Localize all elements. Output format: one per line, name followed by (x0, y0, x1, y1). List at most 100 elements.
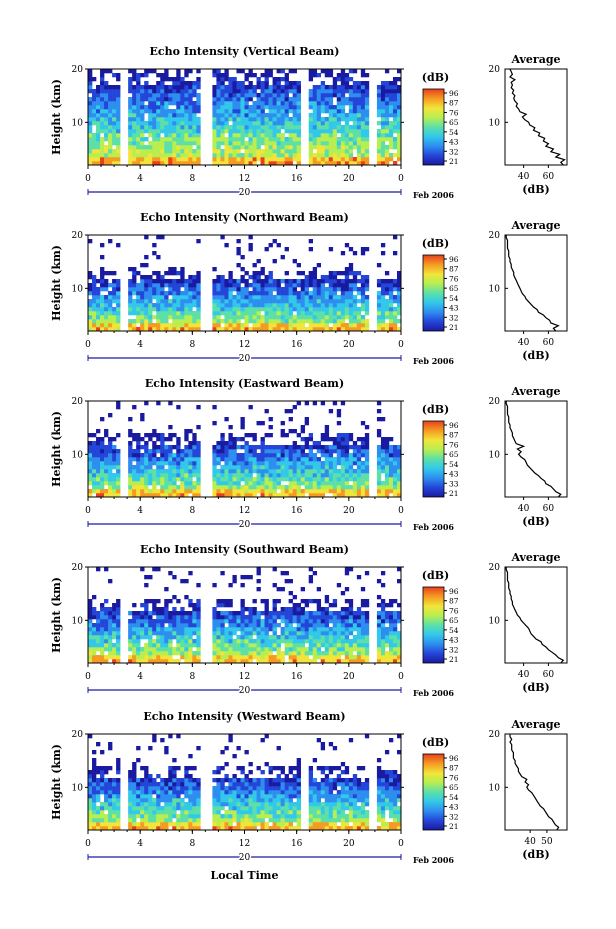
profile-line (505, 567, 565, 664)
date-month-label: Feb 2006 (413, 190, 454, 200)
x-tick-label: 20 (343, 839, 355, 849)
x-tick-label: 20 (343, 340, 355, 350)
average-profile: Average 10 20 40 60(dB) (489, 385, 568, 528)
profile-frame (504, 234, 568, 332)
profile-y-tick-label: 10 (489, 783, 501, 793)
date-month-label: Feb 2006 (413, 688, 454, 698)
profile-x-label: (dB) (522, 515, 549, 528)
colorbar-tick-label: 87 (449, 597, 459, 606)
y-tick-label: 20 (72, 65, 84, 75)
colorbar-tick-label: 21 (449, 822, 459, 831)
y-tick-label: 10 (72, 783, 84, 793)
profile-title: Average (510, 385, 560, 398)
colorbar-tick-label: 43 (449, 803, 459, 812)
colorbar (422, 586, 445, 664)
profile-x-tick-label: 40 (518, 670, 530, 680)
colorbar-tick-label: 21 (449, 157, 459, 166)
echo-panel-3: Echo Intensity (Southward Beam) 10 20 Heigh… (50, 543, 568, 698)
profile-y-tick-label: 20 (489, 397, 501, 407)
profile-y-tick-label: 10 (489, 450, 501, 460)
colorbar-tick-label: 21 (449, 489, 459, 498)
profile-x-tick-label: 40 (518, 504, 530, 514)
profile-frame (504, 733, 568, 831)
x-tick-label: 20 (343, 174, 355, 184)
y-tick-label: 10 (72, 616, 84, 626)
profile-y-tick-label: 20 (489, 563, 501, 573)
date-day-label: 20 (239, 354, 251, 364)
colorbar-tick-label: 32 (449, 147, 459, 156)
colorbar-tick-label: 54 (449, 460, 459, 469)
profile-y-tick-label: 10 (489, 118, 501, 128)
x-tick-label: 4 (137, 672, 143, 682)
y-axis-label: Height (km) (50, 744, 63, 820)
colorbar-tick-label: 54 (449, 626, 459, 635)
profile-y-tick-label: 10 (489, 284, 501, 294)
colorbar-tick-label: 65 (449, 118, 459, 127)
date-day-label: 20 (239, 188, 251, 198)
colorbar-tick-label: 43 (449, 636, 459, 645)
panel-title: Echo Intensity (Eastward Beam) (145, 377, 344, 390)
x-tick-label: 8 (189, 839, 195, 849)
profile-x-tick-label: 40 (524, 837, 536, 847)
x-tick-label: 12 (239, 174, 250, 184)
colorbar-tick-label: 32 (449, 812, 459, 821)
x-tick-label: 12 (239, 672, 250, 682)
profile-line (509, 734, 560, 831)
colorbar-tick-label: 96 (449, 89, 459, 98)
colorbar-tick-label: 76 (449, 606, 459, 615)
profile-title: Average (510, 53, 560, 66)
x-tick-label: 16 (291, 506, 303, 516)
x-tick-label: 20 (343, 506, 355, 516)
profile-frame (504, 566, 568, 664)
panel-title: Echo Intensity (Northward Beam) (140, 211, 349, 224)
x-tick-label: 4 (137, 340, 143, 350)
profile-x-tick-label: 40 (518, 338, 530, 348)
colorbar-tick-label: 87 (449, 764, 459, 773)
profile-frame (504, 68, 568, 166)
x-axis-label: Local Time (211, 869, 279, 882)
date-day-label: 20 (239, 686, 251, 696)
date-month-label: Feb 2006 (413, 522, 454, 532)
profile-x-tick-label: 40 (518, 172, 530, 182)
x-tick-label: 0 (398, 340, 404, 350)
profile-x-label: (dB) (522, 681, 549, 694)
profile-y-tick-label: 20 (489, 730, 501, 740)
profile-title: Average (510, 551, 560, 564)
colorbar-tick-label: 76 (449, 440, 459, 449)
x-tick-label: 0 (398, 174, 404, 184)
colorbar-tick-label: 54 (449, 793, 459, 802)
average-profile: Average 10 20 40 60(dB) (489, 551, 568, 694)
x-tick-label: 16 (291, 340, 303, 350)
x-tick-label: 12 (239, 506, 250, 516)
profile-line (509, 68, 566, 166)
echo-panel-1: Echo Intensity (Northward Beam) 10 20 Heigh… (50, 211, 568, 366)
colorbar-tick-label: 32 (449, 645, 459, 654)
colorbar-tick-label: 43 (449, 304, 459, 313)
colorbar-tick-label: 87 (449, 265, 459, 274)
colorbar-tick-label: 54 (449, 294, 459, 303)
profile-x-tick-label: 60 (543, 670, 555, 680)
profile-y-tick-label: 20 (489, 65, 501, 75)
profile-title: Average (510, 718, 560, 731)
y-tick-label: 20 (72, 730, 84, 740)
colorbar-tick-label: 21 (449, 655, 459, 664)
x-tick-label: 0 (398, 506, 404, 516)
heatmap-cells (88, 69, 402, 166)
x-tick-label: 0 (85, 839, 91, 849)
colorbar-tick-label: 65 (449, 783, 459, 792)
colorbar (422, 420, 445, 498)
y-axis-label: Height (km) (50, 245, 63, 321)
y-tick-label: 10 (72, 284, 84, 294)
colorbar-tick-label: 96 (449, 587, 459, 596)
x-tick-label: 8 (189, 506, 195, 516)
x-tick-label: 16 (291, 672, 303, 682)
x-tick-label: 0 (398, 672, 404, 682)
profile-x-tick-label: 60 (543, 172, 555, 182)
average-profile: Average 10 20 40 50(dB) (489, 718, 568, 861)
colorbar-tick-label: 76 (449, 274, 459, 283)
colorbar (422, 88, 445, 166)
colorbar-tick-label: 21 (449, 323, 459, 332)
y-tick-label: 20 (72, 397, 84, 407)
echo-panel-2: Echo Intensity (Eastward Beam) 10 20 Height… (50, 377, 568, 532)
